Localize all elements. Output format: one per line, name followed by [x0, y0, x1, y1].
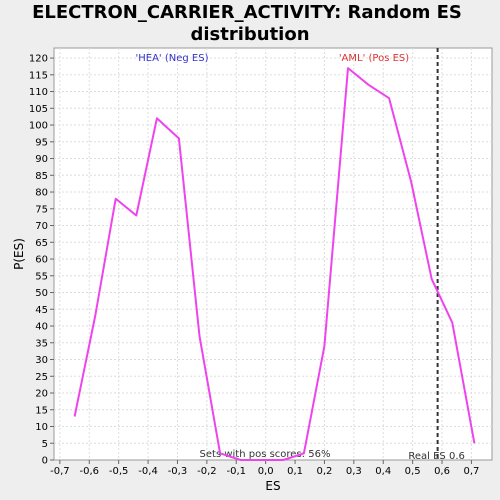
chart-title-line-1: ELECTRON_CARRIER_ACTIVITY: Random ES: [32, 2, 462, 23]
x-tick-label: -0,7: [50, 466, 70, 477]
reference-line-group: Real ES 0.6: [408, 48, 465, 462]
x-tick-label: 0,0: [258, 466, 274, 477]
x-axis-ticks: -0,7 -0,6 -0,5 -0,4 -0,3 -0,2 -0,1 0,0 0,1 0,2 0,3…: [50, 460, 479, 477]
y-tick-label: 0: [42, 456, 48, 467]
real-es-label: Real ES 0.6: [408, 451, 464, 462]
y-tick-label: 55: [35, 271, 48, 282]
y-tick-label: 5: [42, 439, 48, 450]
y-tick-label: 65: [35, 238, 48, 249]
y-tick-label: 115: [29, 70, 48, 81]
x-tick-label: 0,7: [463, 466, 479, 477]
x-tick-label: 0,2: [316, 466, 332, 477]
x-tick-label: -0,1: [226, 466, 246, 477]
x-tick-label: -0,5: [109, 466, 129, 477]
y-tick-label: 110: [29, 87, 48, 98]
pos-es-label: 'AML' (Pos ES): [339, 53, 409, 64]
y-tick-label: 90: [35, 154, 48, 165]
x-tick-label: 0,1: [287, 466, 303, 477]
y-tick-label: 120: [29, 54, 48, 65]
y-tick-label: 15: [35, 405, 48, 416]
x-tick-label: 0,6: [434, 466, 450, 477]
x-tick-label: -0,3: [168, 466, 188, 477]
x-tick-label: 0,4: [375, 466, 391, 477]
y-axis-ticks: 0 5 10 15 20 25 30 35 40 45 50 55 60 65 70 75 80 85 90 95 10…: [29, 54, 54, 467]
plot-area: [53, 47, 493, 461]
y-tick-label: 100: [29, 121, 48, 132]
x-tick-label: -0,4: [138, 466, 158, 477]
y-tick-label: 10: [35, 422, 48, 433]
series-group: [73, 67, 476, 461]
x-tick-label: -0,2: [197, 466, 217, 477]
y-tick-label: 30: [35, 355, 48, 366]
es-distribution-line: [73, 67, 476, 461]
y-tick-label: 85: [35, 171, 48, 182]
x-axis-label: ES: [265, 479, 280, 493]
y-axis-label: P(ES): [12, 238, 26, 270]
y-tick-label: 60: [35, 255, 48, 266]
y-tick-label: 80: [35, 188, 48, 199]
y-tick-label: 95: [35, 137, 48, 148]
y-tick-label: 105: [29, 104, 48, 115]
sets-pos-scores-label: Sets with pos scores: 56%: [200, 449, 331, 460]
x-tick-label: 0,3: [346, 466, 362, 477]
y-tick-label: 20: [35, 389, 48, 400]
y-tick-label: 75: [35, 204, 48, 215]
y-tick-label: 50: [35, 288, 48, 299]
y-tick-label: 35: [35, 338, 48, 349]
chart-title-line-2: distribution: [190, 24, 309, 45]
y-tick-label: 70: [35, 221, 48, 232]
x-tick-label: -0,6: [80, 466, 100, 477]
neg-es-label: 'HEA' (Neg ES): [136, 53, 209, 64]
y-tick-label: 25: [35, 372, 48, 383]
y-tick-label: 40: [35, 322, 48, 333]
y-tick-label: 45: [35, 305, 48, 316]
x-tick-label: 0,5: [405, 466, 421, 477]
